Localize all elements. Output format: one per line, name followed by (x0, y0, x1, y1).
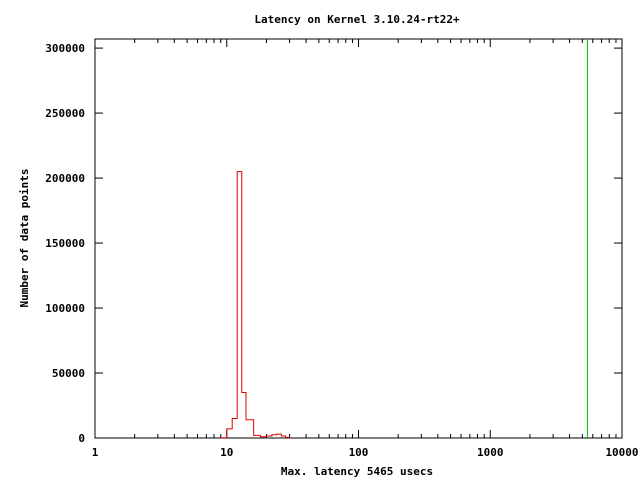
y-tick-label: 150000 (45, 237, 85, 250)
y-tick-label: 200000 (45, 172, 85, 185)
y-tick-label: 0 (78, 432, 85, 445)
x-tick-label: 100 (349, 446, 369, 459)
histogram-series (220, 171, 291, 439)
y-tick-label: 250000 (45, 107, 85, 120)
y-tick-label: 50000 (52, 367, 85, 380)
chart-title: Latency on Kernel 3.10.24-rt22+ (254, 13, 460, 26)
plot-frame (94, 38, 623, 439)
x-tick-label: 10 (220, 446, 233, 459)
x-tick-label: 1 (92, 446, 99, 459)
data-series (220, 39, 588, 439)
x-axis-label: Max. latency 5465 usecs (281, 465, 433, 478)
axis-ticks: 0 50000 100000 150000 200000 250000 300000 1 10 1… (45, 39, 639, 459)
y-axis-label: Number of data points (18, 168, 31, 307)
y-tick-label: 100000 (45, 302, 85, 315)
y-tick-label: 300000 (45, 42, 85, 55)
x-tick-label: 1000 (477, 446, 504, 459)
x-tick-label: 10000 (605, 446, 638, 459)
